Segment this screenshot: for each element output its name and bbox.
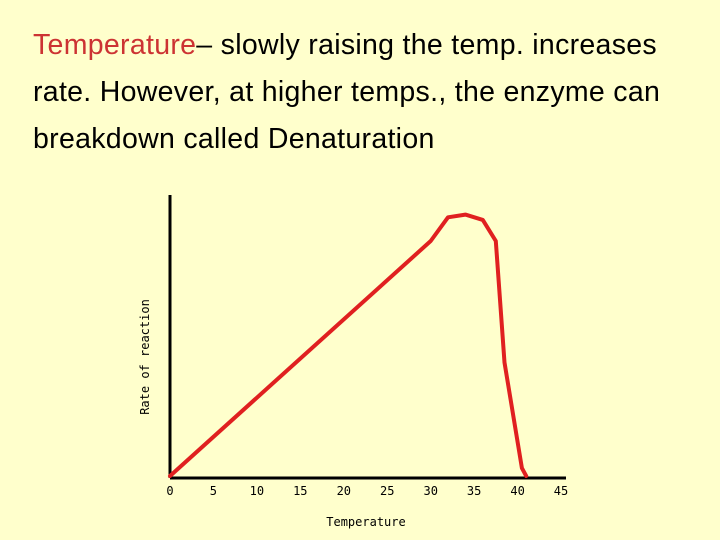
heading-keyword: Temperature [33, 29, 197, 61]
slide-text: Temperature– slowly raising the temp. in… [33, 22, 703, 163]
x-tick-label: 35 [467, 484, 481, 498]
x-tick-label: 20 [337, 484, 351, 498]
rate-curve [168, 212, 529, 478]
y-axis-title: Rate of reaction [138, 299, 152, 415]
x-tick-label: 25 [380, 484, 394, 498]
x-axis-title: Temperature [326, 515, 405, 529]
x-tick-label: 0 [166, 484, 173, 498]
x-tick-label: 30 [423, 484, 437, 498]
x-tick-label: 5 [210, 484, 217, 498]
x-tick-label: 40 [510, 484, 524, 498]
x-tick-label: 10 [250, 484, 264, 498]
x-tick-label: 15 [293, 484, 307, 498]
x-tick-label: 45 [554, 484, 568, 498]
heading-body: – slowly raising the temp. increases rat… [33, 29, 661, 155]
